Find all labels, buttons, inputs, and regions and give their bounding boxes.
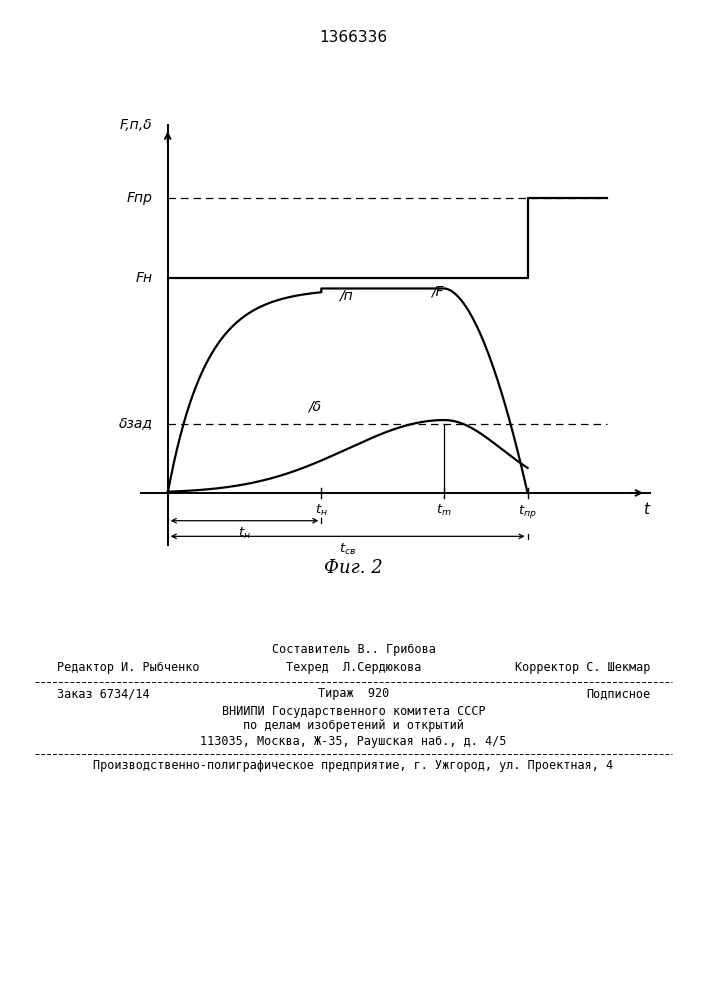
Text: 1366336: 1366336 (320, 30, 387, 45)
Text: $t_m$: $t_m$ (436, 503, 452, 518)
Text: Fн: Fн (135, 271, 153, 285)
Text: $t_{н}$: $t_{н}$ (315, 503, 328, 518)
Text: /δ: /δ (308, 399, 321, 413)
Text: Техред  Л.Сердюкова: Техред Л.Сердюкова (286, 662, 421, 674)
Text: Редактор И. Рыбченко: Редактор И. Рыбченко (57, 662, 199, 674)
Text: Составитель В.. Грибова: Составитель В.. Грибова (271, 644, 436, 656)
Text: F,п,δ: F,п,δ (119, 118, 153, 132)
Text: ВНИИПИ Государственного комитета СССР: ВНИИПИ Государственного комитета СССР (222, 704, 485, 718)
Text: по делам изобретений и открытий: по делам изобретений и открытий (243, 720, 464, 732)
Text: t: t (643, 502, 649, 517)
Text: Заказ 6734/14: Заказ 6734/14 (57, 688, 149, 700)
Text: Фиг. 2: Фиг. 2 (324, 559, 383, 577)
Text: $t_{св}$: $t_{св}$ (339, 542, 356, 557)
Text: $t_{н}$: $t_{н}$ (238, 526, 251, 541)
Text: /п: /п (339, 288, 353, 302)
Text: δзад: δзад (118, 417, 153, 431)
Text: Тираж  920: Тираж 920 (318, 688, 389, 700)
Text: Производственно-полиграфическое предприятие, г. Ужгород, ул. Проектная, 4: Производственно-полиграфическое предприя… (93, 760, 614, 772)
Text: /F: /F (431, 285, 444, 299)
Text: 113035, Москва, Ж-35, Раушская наб., д. 4/5: 113035, Москва, Ж-35, Раушская наб., д. … (200, 734, 507, 748)
Text: Корректор С. Шекмар: Корректор С. Шекмар (515, 662, 650, 674)
Text: Подписное: Подписное (586, 688, 650, 700)
Text: Fпр: Fпр (127, 191, 153, 205)
Text: $t_{пр}$: $t_{пр}$ (518, 503, 537, 520)
